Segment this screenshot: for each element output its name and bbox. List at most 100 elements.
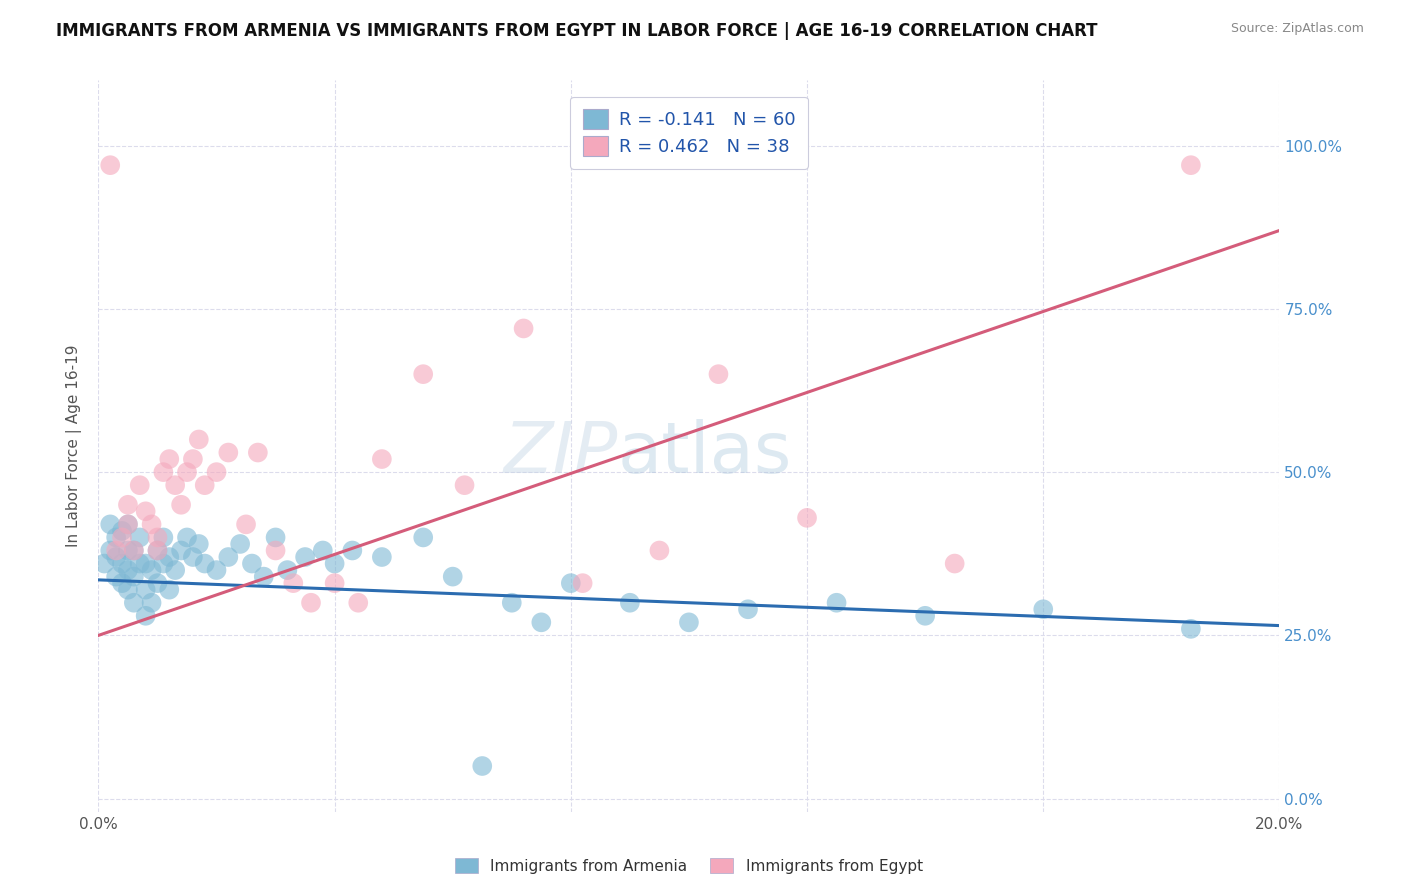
Point [412,530,434,544]
Point [441,569,464,583]
Point [264,543,287,558]
Point [187,433,209,447]
Point [737,602,759,616]
Point [152,530,174,544]
Point [170,498,193,512]
Point [122,569,145,583]
Point [648,543,671,558]
Point [165,478,187,492]
Point [146,543,169,558]
Point [181,452,204,467]
Point [117,582,139,597]
Point [205,563,228,577]
Point [347,596,370,610]
Point [530,615,553,630]
Point [157,582,180,597]
Point [323,576,346,591]
Text: Source: ZipAtlas.com: Source: ZipAtlas.com [1230,22,1364,36]
Point [105,549,128,564]
Point [512,321,534,335]
Point [135,608,157,623]
Point [914,608,936,623]
Point [253,569,276,583]
Point [312,543,335,558]
Point [323,557,346,571]
Point [141,517,163,532]
Point [571,576,593,591]
Point [105,543,128,558]
Point [235,517,257,532]
Point [246,445,269,459]
Point [240,557,263,571]
Point [105,530,128,544]
Point [146,543,169,558]
Legend: Immigrants from Armenia, Immigrants from Egypt: Immigrants from Armenia, Immigrants from… [449,852,929,880]
Point [501,596,523,610]
Point [187,537,209,551]
Point [146,576,169,591]
Point [264,530,287,544]
Point [796,511,818,525]
Point [205,465,228,479]
Point [122,543,145,558]
Point [371,452,394,467]
Point [141,563,163,577]
Point [276,563,298,577]
Text: atlas: atlas [619,419,793,488]
Point [229,537,252,551]
Point [122,543,145,558]
Point [111,557,134,571]
Point [122,596,145,610]
Point [98,543,121,558]
Point [111,530,134,544]
Point [707,367,730,381]
Point [128,530,150,544]
Point [128,478,150,492]
Point [217,549,239,564]
Point [128,557,150,571]
Point [135,582,157,597]
Point [157,549,180,564]
Point [412,367,434,381]
Point [342,543,364,558]
Point [152,557,174,571]
Y-axis label: In Labor Force | Age 16-19: In Labor Force | Age 16-19 [66,344,83,548]
Point [294,549,316,564]
Point [98,158,121,172]
Text: IMMIGRANTS FROM ARMENIA VS IMMIGRANTS FROM EGYPT IN LABOR FORCE | AGE 16-19 CORR: IMMIGRANTS FROM ARMENIA VS IMMIGRANTS FR… [56,22,1098,40]
Point [170,543,193,558]
Point [165,563,187,577]
Point [117,498,139,512]
Point [560,576,582,591]
Point [181,549,204,564]
Point [678,615,700,630]
Point [1180,622,1202,636]
Point [176,465,198,479]
Legend: R = -0.141   N = 60, R = 0.462   N = 38: R = -0.141 N = 60, R = 0.462 N = 38 [569,96,808,169]
Point [111,576,134,591]
Point [141,596,163,610]
Point [471,759,494,773]
Point [117,563,139,577]
Point [194,478,217,492]
Point [117,517,139,532]
Point [1180,158,1202,172]
Point [943,557,966,571]
Point [117,543,139,558]
Point [93,557,115,571]
Point [371,549,394,564]
Point [194,557,217,571]
Point [157,452,180,467]
Text: ZIP: ZIP [503,419,619,488]
Point [98,517,121,532]
Point [619,596,641,610]
Point [117,517,139,532]
Point [135,557,157,571]
Point [111,524,134,538]
Point [283,576,305,591]
Point [135,504,157,518]
Point [1032,602,1054,616]
Point [299,596,322,610]
Point [453,478,475,492]
Point [146,530,169,544]
